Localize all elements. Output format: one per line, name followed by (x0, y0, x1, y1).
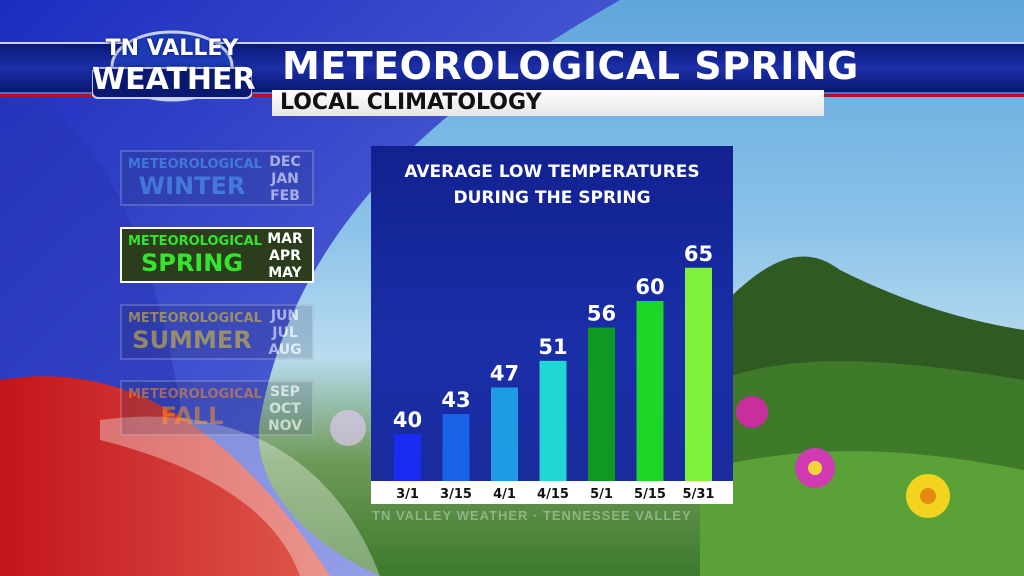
month-label: MAR (267, 231, 303, 247)
x-tick-label: 3/1 (396, 487, 419, 502)
season-months: DEC JAN FEB (262, 154, 308, 205)
bar-5/31 (685, 267, 712, 481)
season-months: SEP OCT NOV (262, 384, 308, 435)
month-label: AUG (268, 342, 302, 358)
season-name: SUMMER (132, 326, 252, 354)
x-tick-label: 5/15 (634, 487, 666, 502)
bar-3/1 (394, 434, 421, 481)
season-name: WINTER (138, 172, 246, 200)
season-name: SPRING (140, 249, 244, 277)
season-prefix: METEOROLOGICAL (128, 311, 262, 326)
season-summer: METEOROLOGICAL SUMMER JUN JUL AUG (120, 304, 314, 360)
month-label: MAY (268, 265, 302, 281)
x-tick-label: 5/1 (590, 487, 613, 502)
x-tick-label: 5/31 (683, 487, 715, 502)
chart-title-line-2: DURING THE SPRING (453, 188, 651, 208)
watermark: TN VALLEY WEATHER · TENNESSEE VALLEY (372, 508, 692, 523)
page-title: METEOROLOGICAL SPRING (282, 44, 859, 88)
month-label: DEC (269, 154, 301, 170)
month-label: JUN (270, 308, 300, 324)
bar-4/15 (539, 360, 567, 481)
month-label: FEB (270, 188, 300, 204)
logo-line-1: TN VALLEY (105, 36, 239, 61)
season-months: JUN JUL AUG (262, 308, 308, 359)
month-label: NOV (267, 418, 303, 434)
bar-5/1 (588, 327, 615, 481)
chart-title-line-1: AVERAGE LOW TEMPERATURES (404, 162, 700, 182)
month-label: JAN (271, 171, 299, 187)
season-months: MAR APR MAY (262, 231, 308, 282)
month-label: APR (269, 248, 301, 264)
bar-3/15 (442, 414, 470, 481)
month-label: OCT (269, 401, 301, 417)
season-prefix: METEOROLOGICAL (128, 157, 262, 172)
x-tick-label: 3/15 (440, 487, 472, 502)
page-subtitle: LOCAL CLIMATOLOGY (280, 90, 542, 115)
data-label: 60 (635, 275, 664, 299)
data-label: 56 (587, 302, 616, 326)
x-tick-label: 4/15 (537, 487, 569, 502)
season-prefix: METEOROLOGICAL (128, 234, 262, 249)
season-winter: METEOROLOGICAL WINTER DEC JAN FEB (120, 150, 314, 206)
data-label: 65 (684, 242, 713, 266)
logo-emblem (92, 30, 252, 102)
x-tick-label: 4/1 (493, 487, 516, 502)
season-name: FALL (160, 402, 224, 430)
bar-chart: 40 3/1 43 3/15 47 4/1 51 4/15 56 5/1 60 5/15 65 5/31 (393, 242, 715, 502)
data-label: 51 (538, 335, 567, 359)
subtitle-bar (272, 90, 824, 116)
station-logo: TN VALLEY WEATHER (92, 28, 256, 104)
logo-line-2: WEATHER (92, 62, 256, 97)
data-label: 40 (393, 408, 422, 432)
flower-graphic (330, 396, 950, 518)
month-label: JUL (272, 325, 298, 341)
season-spring: METEOROLOGICAL SPRING MAR APR MAY (120, 227, 314, 283)
month-label: SEP (270, 384, 300, 400)
season-prefix: METEOROLOGICAL (128, 387, 262, 402)
data-label: 43 (441, 388, 470, 412)
x-axis-strip (371, 481, 733, 504)
data-label: 47 (490, 361, 519, 385)
bar-5/15 (636, 301, 664, 481)
season-fall: METEOROLOGICAL FALL SEP OCT NOV (120, 380, 314, 436)
bar-4/1 (491, 387, 518, 481)
